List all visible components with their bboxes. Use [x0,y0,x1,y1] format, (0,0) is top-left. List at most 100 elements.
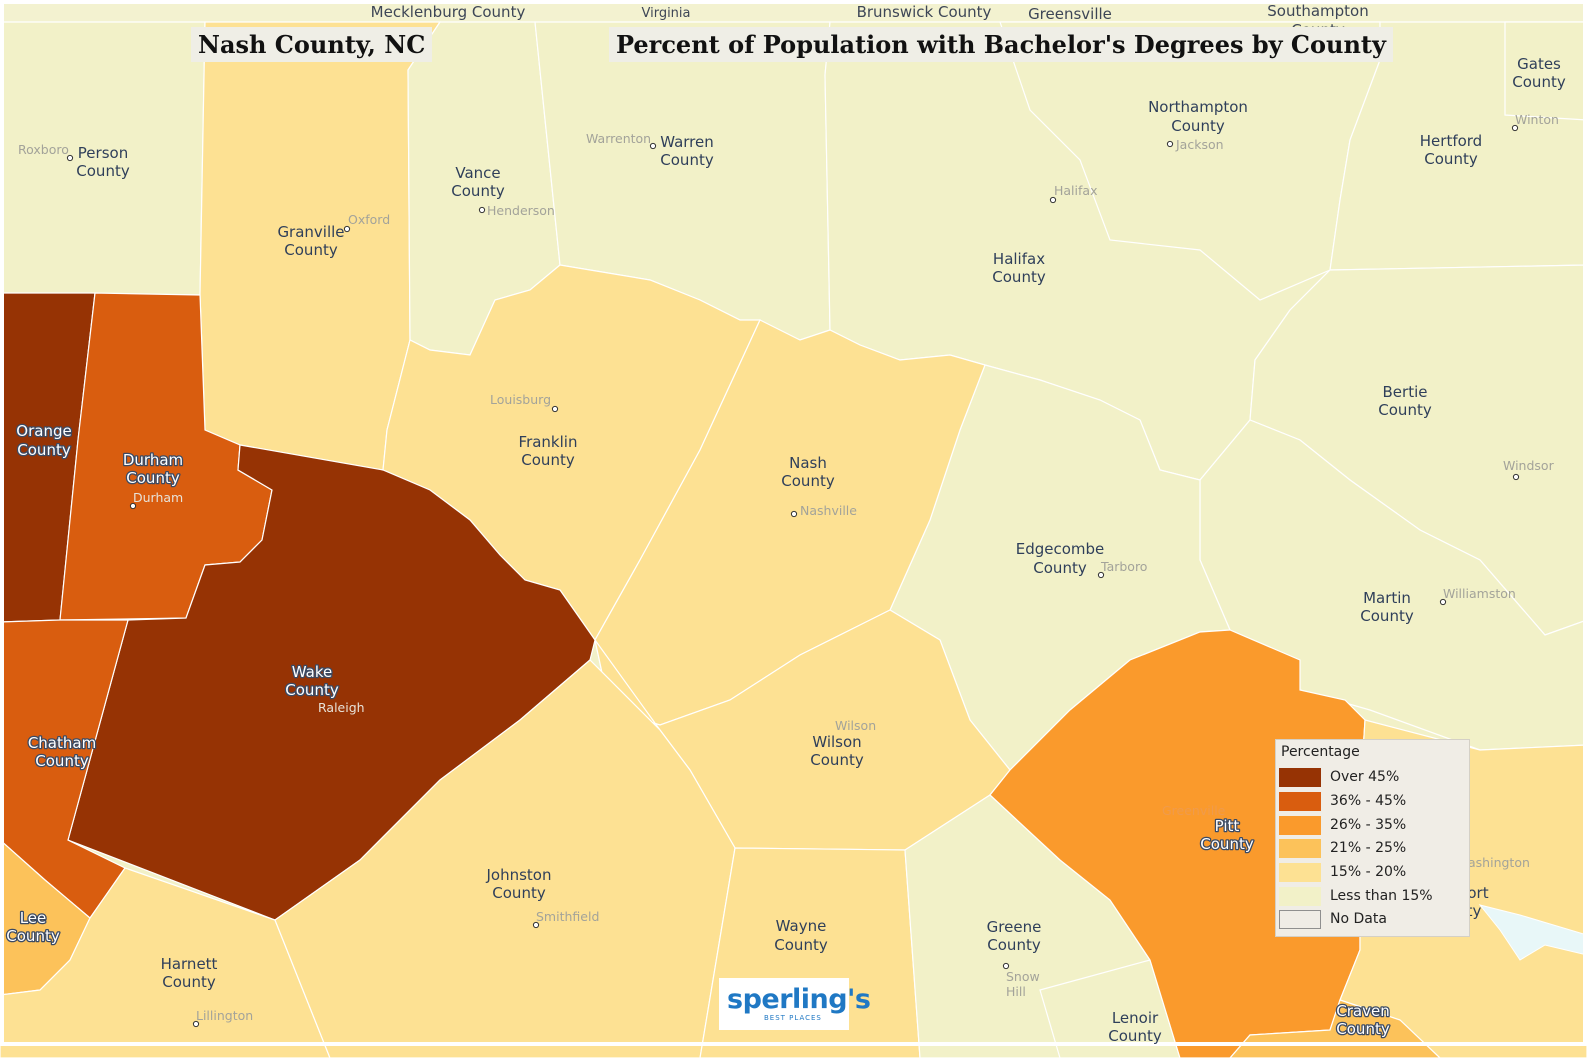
city-label-windsor: Windsor [1503,458,1555,473]
pamlico-river [1478,904,1587,961]
county-lenoir[interactable] [1039,959,1181,1058]
city-label-warrenton: Warrenton [586,131,651,146]
county-label-wake-2: County [285,681,339,699]
city-label-oxford: Oxford [348,212,390,227]
map-title: Nash County, NC [191,27,433,62]
city-label-tarboro: Tarboro [1100,559,1147,574]
county-label-nash-1: Nash [789,454,827,472]
edge-label-mecklenburg: Mecklenburg County [371,3,526,21]
county-label-johnston-2: County [492,884,546,902]
legend-label: Over 45% [1330,769,1400,785]
edge-label-southampton-1: Southampton [1267,2,1368,20]
legend-swatch [1279,910,1321,929]
city-label-halifax: Halifax [1054,183,1097,198]
county-label-franklin-1: Franklin [519,433,578,451]
county-label-craven-2: County [1336,1020,1390,1038]
city-label-williamston: Williamston [1443,586,1516,601]
city-label-durham: Durham [133,490,183,505]
county-label-martin-2: County [1360,607,1414,625]
city-label-henderson: Henderson [487,203,555,218]
county-label-warren-2: County [660,151,714,169]
county-label-gates-2: County [1512,73,1566,91]
city-label-raleigh: Raleigh [318,700,365,715]
county-label-vance-1: Vance [455,164,500,182]
county-label-harnett-2: County [162,973,216,991]
county-label-wayne-1: Wayne [776,917,827,935]
county-label-granville-2: County [284,241,338,259]
county-label-edgecombe-1: Edgecombe [1016,540,1105,558]
legend-label: Less than 15% [1330,888,1433,904]
county-label-bertie-2: County [1378,401,1432,419]
county-label-warren-1: Warren [660,133,714,151]
city-label-washington: ashington [1468,855,1530,870]
county-label-halifax-2: County [992,268,1046,286]
county-label-vance-2: County [451,182,505,200]
city-label-snow-hill-1: Snow [1006,969,1040,984]
legend-label: 21% - 25% [1330,840,1407,856]
city-label-nashville: Nashville [800,503,857,518]
legend-title: Percentage [1281,744,1360,760]
county-label-person-1: Person [78,144,128,162]
city-label-louisburg: Louisburg [490,392,551,407]
city-label-greenville: Greenville [1162,803,1226,818]
county-label-chatham-1: Chatham [28,734,96,752]
county-label-beaufort-2: ty [1467,902,1482,920]
county-label-northampton-1: Northampton [1148,98,1248,116]
legend-label: 26% - 35% [1330,817,1407,833]
county-label-harnett-1: Harnett [161,955,218,973]
county-label-northampton-2: County [1171,117,1225,135]
legend-swatch [1279,792,1321,811]
county-label-beaufort-1: ort [1467,884,1488,902]
county-label-gates-1: Gates [1517,55,1561,73]
county-label-lee-2: County [6,927,60,945]
county-label-martin-1: Martin [1363,589,1411,607]
county-label-lee-1: Lee [20,909,47,927]
city-label-smithfield: Smithfield [536,909,599,924]
county-johnston[interactable] [274,659,736,1058]
county-label-nash-2: County [781,472,835,490]
county-label-durham-1: Durham [123,451,183,469]
county-label-lenoir-2: County [1108,1027,1162,1045]
county-label-craven-1: Craven [1336,1002,1389,1020]
county-label-wayne-2: County [774,936,828,954]
legend-label: No Data [1330,911,1387,927]
county-label-lenoir-1: Lenoir [1112,1009,1159,1027]
county-label-chatham-2: County [35,752,89,770]
edge-label-virginia: Virginia [641,6,690,21]
county-label-johnston-1: Johnston [486,866,552,884]
county-label-halifax-1: Halifax [993,250,1045,268]
city-label-lillington: Lillington [196,1008,253,1023]
county-label-wilson-2: County [810,751,864,769]
legend-swatch [1279,816,1321,835]
city-label-winton: Winton [1515,112,1559,127]
county-label-wake-1: Wake [292,663,332,681]
county-label-orange-2: County [17,441,71,459]
map-subtitle: Percent of Population with Bachelor's De… [609,27,1393,62]
legend-swatch [1279,839,1321,858]
county-label-franklin-2: County [521,451,575,469]
legend-label: 36% - 45% [1330,793,1407,809]
logo-wordmark: sperling's [727,984,871,1015]
county-label-durham-2: County [126,469,180,487]
city-label-roxboro: Roxboro [18,142,69,157]
legend: Percentage Over 45% 36% - 45% 26% - 35% … [1275,739,1470,937]
county-gates[interactable] [1504,21,1587,121]
city-label-snow-hill-2: Hill [1006,984,1026,999]
county-label-orange-1: Orange [16,422,71,440]
city-label-wilson: Wilson [835,718,876,733]
sperlings-logo[interactable]: sperling's BEST PLACES [719,978,871,1030]
legend-swatch [1279,863,1321,882]
legend-swatch [1279,768,1321,787]
county-label-bertie-1: Bertie [1383,383,1428,401]
city-label-jackson: Jackson [1175,137,1224,152]
county-label-hertford-2: County [1424,150,1478,168]
logo-tagline: BEST PLACES [764,1014,822,1022]
county-label-pitt-2: County [1200,835,1254,853]
legend-swatch [1279,887,1321,906]
legend-label: 15% - 20% [1330,864,1407,880]
county-label-edgecombe-2: County [1033,559,1087,577]
county-label-hertford-1: Hertford [1420,132,1482,150]
